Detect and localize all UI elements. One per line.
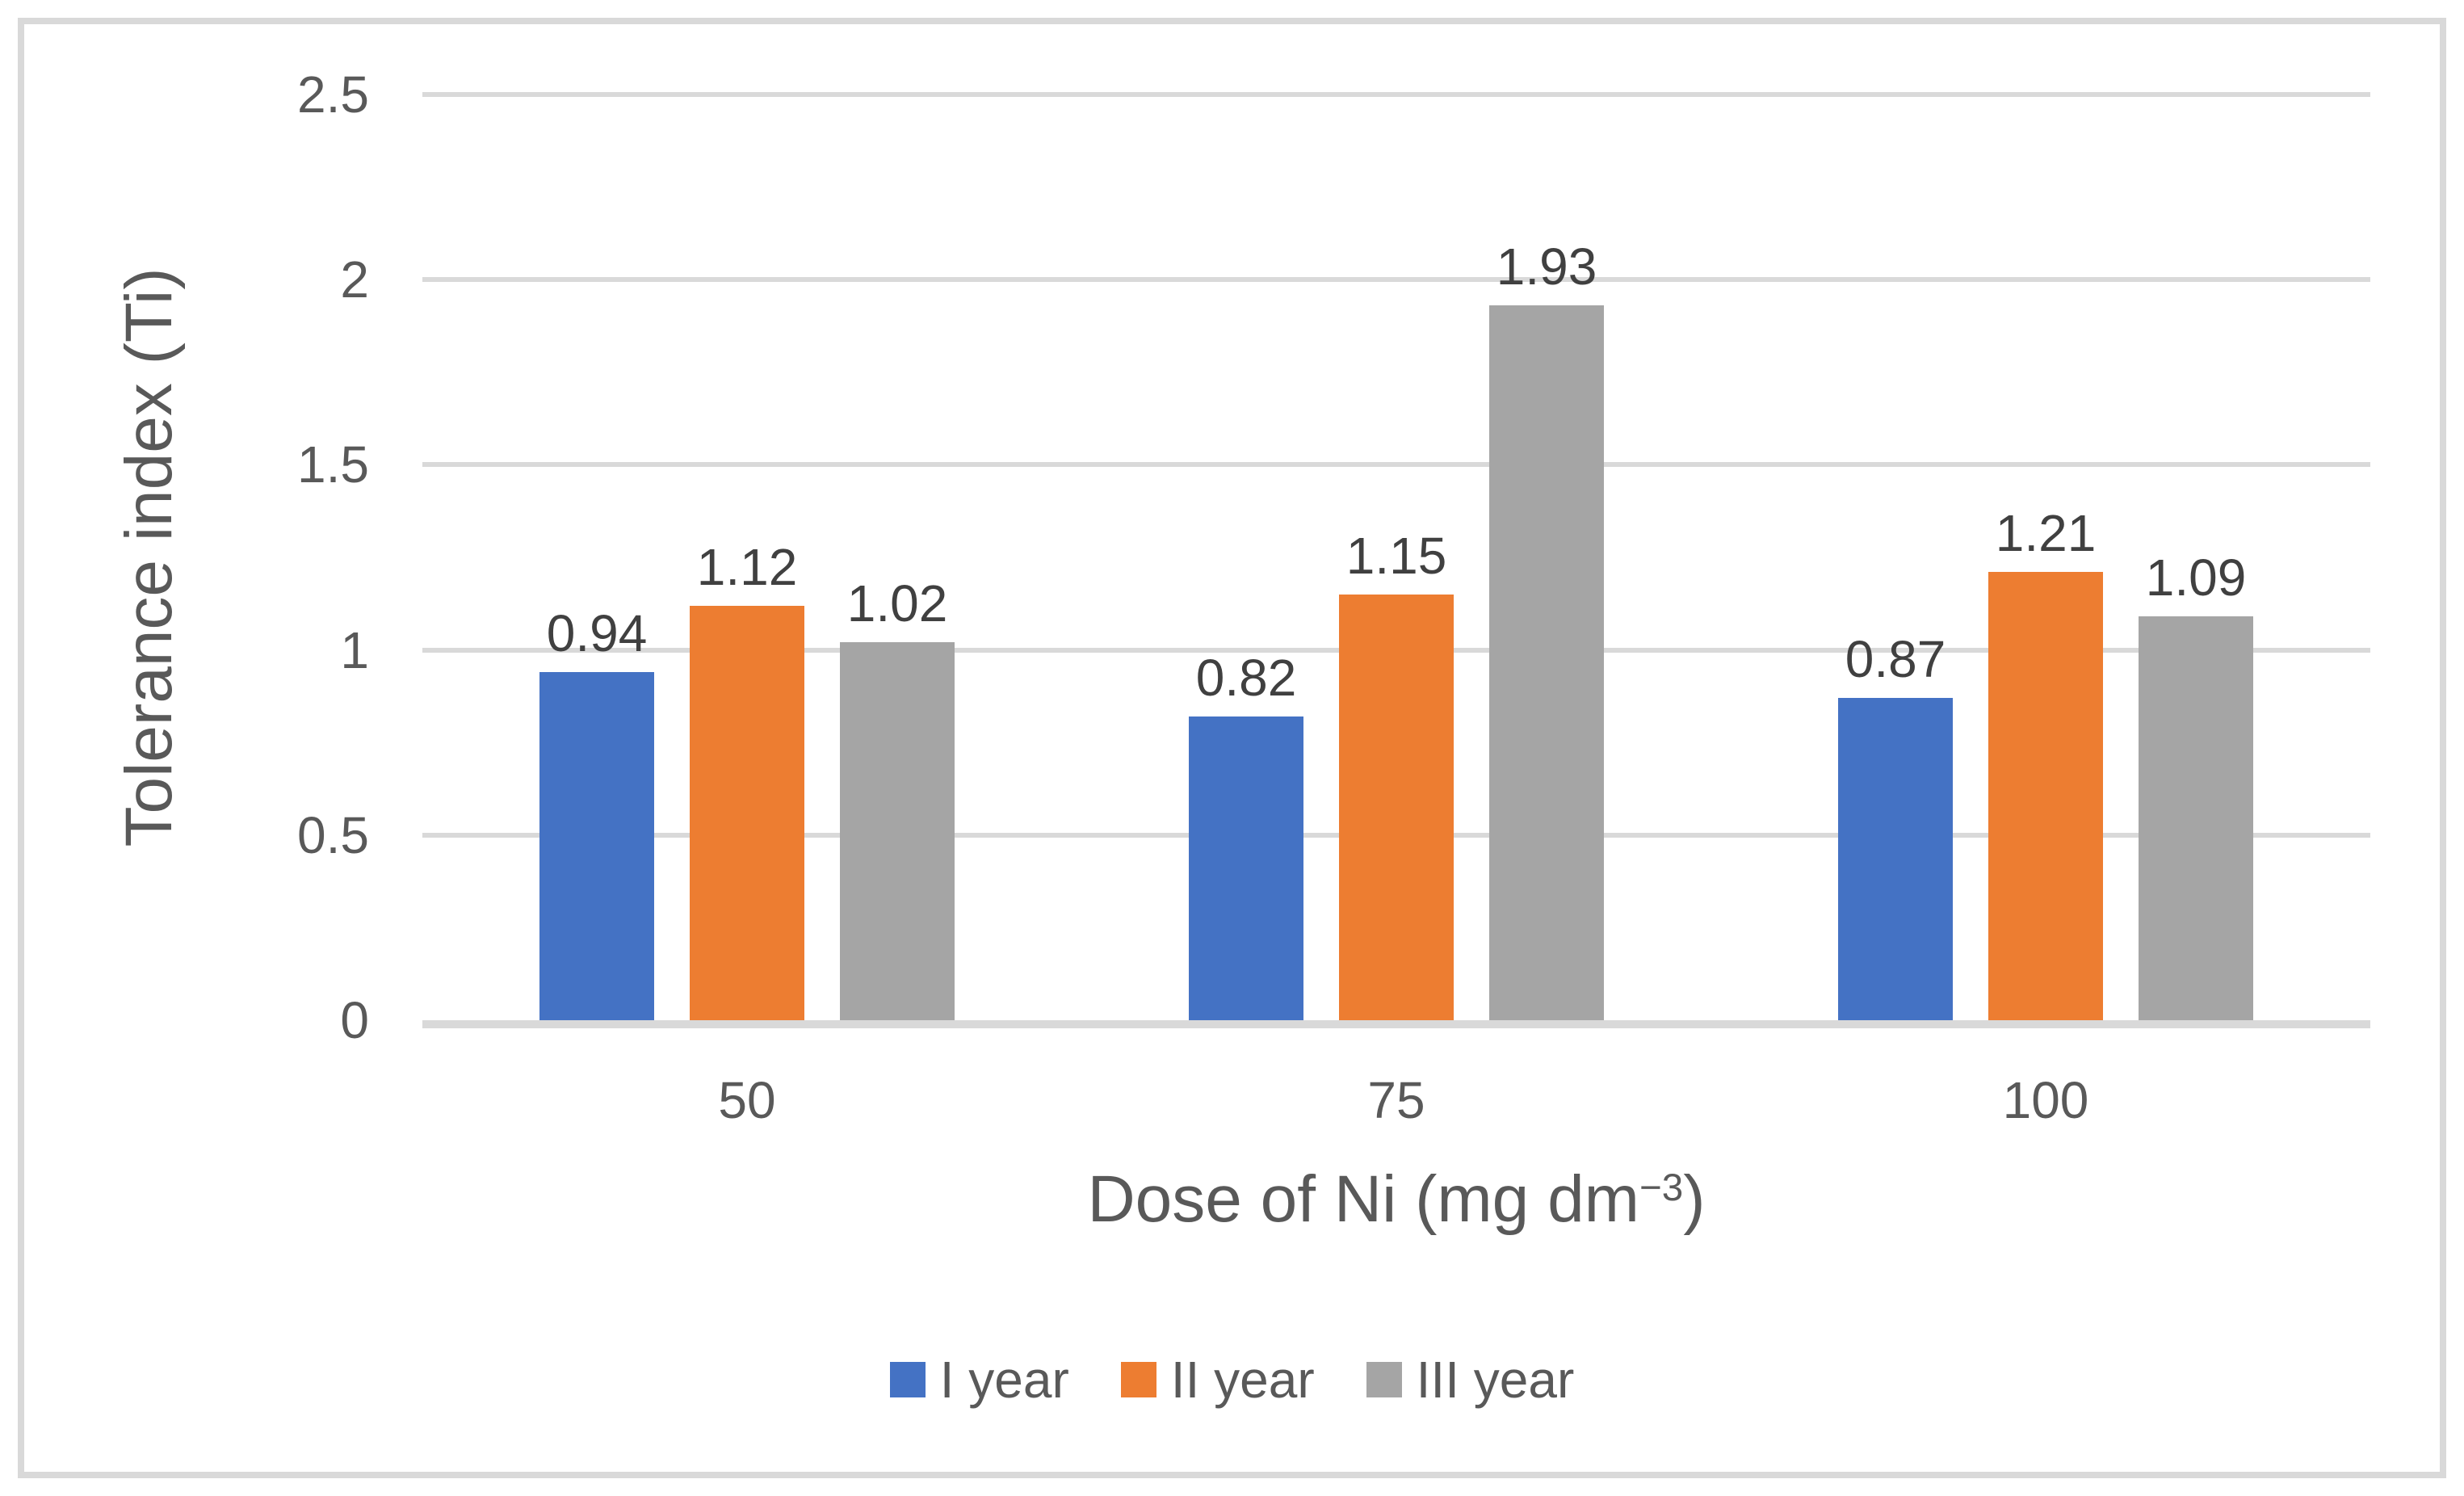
legend-marker-icon <box>889 1362 926 1397</box>
legend-item-III-year: III year <box>1366 1351 1575 1409</box>
x-tick-row: 50 75 100 <box>422 1074 2370 1126</box>
bar-III-year-50 <box>840 642 955 1020</box>
barwrap-III-year-75: 1.93 <box>1489 95 1604 1020</box>
gridline-2 <box>422 277 2370 283</box>
data-label-III-year-100: 1.09 <box>2145 548 2247 607</box>
y-tick-label-1.5: 1.5 <box>297 435 369 494</box>
data-label-III-year-50: 1.02 <box>846 574 948 633</box>
x-axis-title-suffix: ) <box>1683 1162 1706 1236</box>
plot-area: 0.94 1.12 1.02 0.82 1.15 1.93 0.87 1.21 1.09 <box>422 92 2370 1028</box>
legend-label: III year <box>1416 1351 1575 1409</box>
y-tick-label-0.5: 0.5 <box>297 805 369 864</box>
legend-marker-icon <box>1366 1362 1402 1397</box>
barwrap-I-year-50: 0.94 <box>539 95 654 1020</box>
legend-label: II year <box>1170 1351 1315 1409</box>
gridline-2.5 <box>422 92 2370 97</box>
bar-groups: 0.94 1.12 1.02 0.82 1.15 1.93 0.87 1.21 1.09 <box>422 95 2370 1020</box>
legend-marker-icon <box>1120 1362 1156 1397</box>
x-tick-label-75: 75 <box>1367 1071 1425 1129</box>
x-axis-title-superscript: −3 <box>1639 1166 1684 1209</box>
gridline-1.5 <box>422 462 2370 468</box>
bar-II-year-75 <box>1339 594 1454 1020</box>
data-label-II-year-100: 1.21 <box>1995 504 2097 563</box>
data-label-I-year-100: 0.87 <box>1845 630 1946 689</box>
barwrap-I-year-75: 0.82 <box>1189 95 1303 1020</box>
x-axis-title-text: Dose of Ni (mg dm <box>1087 1162 1639 1236</box>
x-axis-title: Dose of Ni (mg dm−3) <box>422 1162 2370 1236</box>
barwrap-II-year-100: 1.21 <box>1988 95 2103 1020</box>
legend-label: I year <box>939 1351 1069 1409</box>
y-tick-label-2.5: 2.5 <box>297 65 369 124</box>
y-tick-label-0: 0 <box>340 991 369 1049</box>
bar-group-100: 0.87 1.21 1.09 <box>1721 95 2370 1020</box>
x-axis-line <box>422 1020 2370 1028</box>
y-tick-column: 0 0.5 1 1.5 2 2.5 <box>0 69 369 1046</box>
data-label-I-year-75: 0.82 <box>1195 649 1297 708</box>
bar-group-50: 0.94 1.12 1.02 <box>422 95 1072 1020</box>
data-label-II-year-50: 1.12 <box>696 537 798 596</box>
data-label-III-year-75: 1.93 <box>1496 237 1597 296</box>
bar-II-year-100 <box>1988 572 2103 1020</box>
bar-I-year-50 <box>539 672 654 1020</box>
bar-I-year-100 <box>1838 698 1953 1020</box>
legend: I year II year III year <box>0 1354 2464 1406</box>
bar-II-year-50 <box>690 605 804 1020</box>
y-tick-label-2: 2 <box>340 250 369 309</box>
legend-item-I-year: I year <box>889 1351 1069 1409</box>
data-label-II-year-75: 1.15 <box>1345 526 1447 585</box>
barwrap-I-year-100: 0.87 <box>1838 95 1953 1020</box>
barwrap-III-year-50: 1.02 <box>840 95 955 1020</box>
y-tick-label-1: 1 <box>340 620 369 679</box>
bar-III-year-75 <box>1489 305 1604 1020</box>
x-tick-label-50: 50 <box>718 1071 776 1129</box>
x-tick-label-100: 100 <box>2002 1071 2089 1129</box>
bar-III-year-100 <box>2139 616 2253 1020</box>
bar-I-year-75 <box>1189 716 1303 1020</box>
barwrap-III-year-100: 1.09 <box>2139 95 2253 1020</box>
barwrap-II-year-50: 1.12 <box>690 95 804 1020</box>
barwrap-II-year-75: 1.15 <box>1339 95 1454 1020</box>
bar-group-75: 0.82 1.15 1.93 <box>1072 95 1721 1020</box>
legend-item-II-year: II year <box>1120 1351 1315 1409</box>
data-label-I-year-50: 0.94 <box>546 604 648 663</box>
